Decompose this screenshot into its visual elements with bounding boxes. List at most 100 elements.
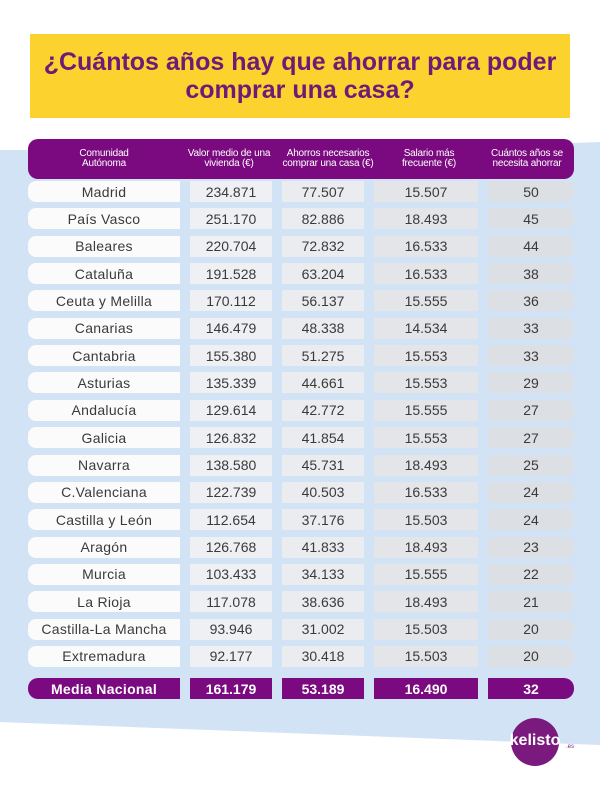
cell-salario: 15.553 <box>374 427 478 449</box>
cell-valor: 191.528 <box>190 263 272 285</box>
table-row: Madrid 234.871 77.507 15.507 50 <box>28 181 574 202</box>
cell-anos: 20 <box>488 645 574 667</box>
cell-salario: 16.533 <box>374 481 478 503</box>
cell-ahorros: 40.503 <box>282 481 364 503</box>
table-row: Navarra 138.580 45.731 18.493 25 <box>28 454 574 476</box>
cell-region: Cataluña <box>28 263 180 285</box>
cell-salario: 15.553 <box>374 372 478 394</box>
cell-ahorros: 31.002 <box>282 618 364 640</box>
cell-anos: 24 <box>488 481 574 503</box>
table-row: Galicia 126.832 41.854 15.553 27 <box>28 427 574 449</box>
kelisto-logo <box>511 718 559 766</box>
table-row: Extremadura 92.177 30.418 15.503 20 <box>28 645 574 667</box>
cell-ahorros: 41.833 <box>282 536 364 558</box>
cell-region: Ceuta y Melilla <box>28 290 180 312</box>
cell-region: C.Valenciana <box>28 481 180 503</box>
cell-region: Castilla-La Mancha <box>28 618 180 640</box>
cell-anos: 22 <box>488 563 574 585</box>
cell-anos: 33 <box>488 345 574 367</box>
cell-salario: 15.555 <box>374 290 478 312</box>
cell-anos: 44 <box>488 235 574 257</box>
cell-valor: 126.768 <box>190 536 272 558</box>
table-row: Canarias 146.479 48.338 14.534 33 <box>28 317 574 339</box>
table-row: Cataluña 191.528 63.204 16.533 38 <box>28 263 574 285</box>
cell-anos: 29 <box>488 372 574 394</box>
cell-region: Galicia <box>28 427 180 449</box>
table-header: Comunidad Autónoma Valor medio de una vi… <box>28 139 574 179</box>
cell-valor: 220.704 <box>190 235 272 257</box>
table-row: Ceuta y Melilla 170.112 56.137 15.555 36 <box>28 290 574 312</box>
header-comunidad: Comunidad Autónoma <box>79 148 129 169</box>
cell-ahorros: 53.189 <box>282 678 364 699</box>
cell-ahorros: 44.661 <box>282 372 364 394</box>
cell-salario: 15.555 <box>374 399 478 421</box>
table-row: C.Valenciana 122.739 40.503 16.533 24 <box>28 481 574 503</box>
table-row: Baleares 220.704 72.832 16.533 44 <box>28 235 574 257</box>
cell-valor: 161.179 <box>190 678 272 699</box>
cell-salario: 15.503 <box>374 509 478 531</box>
cell-anos: 33 <box>488 317 574 339</box>
cell-valor: 138.580 <box>190 454 272 476</box>
cell-salario: 15.555 <box>374 563 478 585</box>
cell-ahorros: 34.133 <box>282 563 364 585</box>
cell-region: Baleares <box>28 235 180 257</box>
table-row: Murcia 103.433 34.133 15.555 22 <box>28 563 574 585</box>
cell-region: Asturias <box>28 372 180 394</box>
cell-salario: 14.534 <box>374 317 478 339</box>
cell-valor: 92.177 <box>190 645 272 667</box>
cell-anos: 36 <box>488 290 574 312</box>
cell-salario: 16.490 <box>374 678 478 699</box>
cell-salario: 15.507 <box>374 181 478 202</box>
cell-region: La Rioja <box>28 591 180 613</box>
cell-salario: 15.553 <box>374 345 478 367</box>
cell-valor: 135.339 <box>190 372 272 394</box>
cell-ahorros: 56.137 <box>282 290 364 312</box>
cell-region: Aragón <box>28 536 180 558</box>
cell-valor: 103.433 <box>190 563 272 585</box>
cell-anos: 23 <box>488 536 574 558</box>
cell-anos: 24 <box>488 509 574 531</box>
cell-ahorros: 77.507 <box>282 181 364 202</box>
header-anos: Cuántos años se necesita ahorrar <box>490 148 564 169</box>
logo-suffix: .es <box>566 744 575 750</box>
cell-salario: 18.493 <box>374 208 478 230</box>
header-ahorros: Ahorros necesarios comprar una casa (€) <box>282 148 374 169</box>
cell-anos: 50 <box>488 181 574 202</box>
cell-anos: 20 <box>488 618 574 640</box>
cell-ahorros: 51.275 <box>282 345 364 367</box>
cell-region: Cantabria <box>28 345 180 367</box>
cell-salario: 18.493 <box>374 591 478 613</box>
cell-salario: 18.493 <box>374 454 478 476</box>
header-salario: Salario más frecuente (€) <box>401 148 457 169</box>
cell-region: Canarias <box>28 317 180 339</box>
cell-ahorros: 42.772 <box>282 399 364 421</box>
cell-valor: 112.654 <box>190 509 272 531</box>
cell-region: Navarra <box>28 454 180 476</box>
cell-valor: 122.739 <box>190 481 272 503</box>
cell-ahorros: 63.204 <box>282 263 364 285</box>
cell-anos: 27 <box>488 427 574 449</box>
table-row: País Vasco 251.170 82.886 18.493 45 <box>28 208 574 230</box>
table-row: Cantabria 155.380 51.275 15.553 33 <box>28 345 574 367</box>
cell-valor: 126.832 <box>190 427 272 449</box>
cell-anos: 27 <box>488 399 574 421</box>
cell-valor: 170.112 <box>190 290 272 312</box>
cell-valor: 234.871 <box>190 181 272 202</box>
cell-ahorros: 41.854 <box>282 427 364 449</box>
cell-salario: 16.533 <box>374 263 478 285</box>
cell-ahorros: 37.176 <box>282 509 364 531</box>
cell-valor: 155.380 <box>190 345 272 367</box>
cell-region: Madrid <box>28 181 180 202</box>
table-row: Aragón 126.768 41.833 18.493 23 <box>28 536 574 558</box>
cell-region: Castilla y León <box>28 509 180 531</box>
page-title: ¿Cuántos años hay que ahorrar para poder… <box>43 48 557 104</box>
cell-salario: 16.533 <box>374 235 478 257</box>
table-row: Andalucía 129.614 42.772 15.555 27 <box>28 399 574 421</box>
cell-ahorros: 38.636 <box>282 591 364 613</box>
cell-region: Murcia <box>28 563 180 585</box>
cell-region: País Vasco <box>28 208 180 230</box>
cell-ahorros: 82.886 <box>282 208 364 230</box>
cell-anos: 38 <box>488 263 574 285</box>
logo-text: kelisto <box>509 732 561 749</box>
cell-region: Media Nacional <box>28 678 180 699</box>
